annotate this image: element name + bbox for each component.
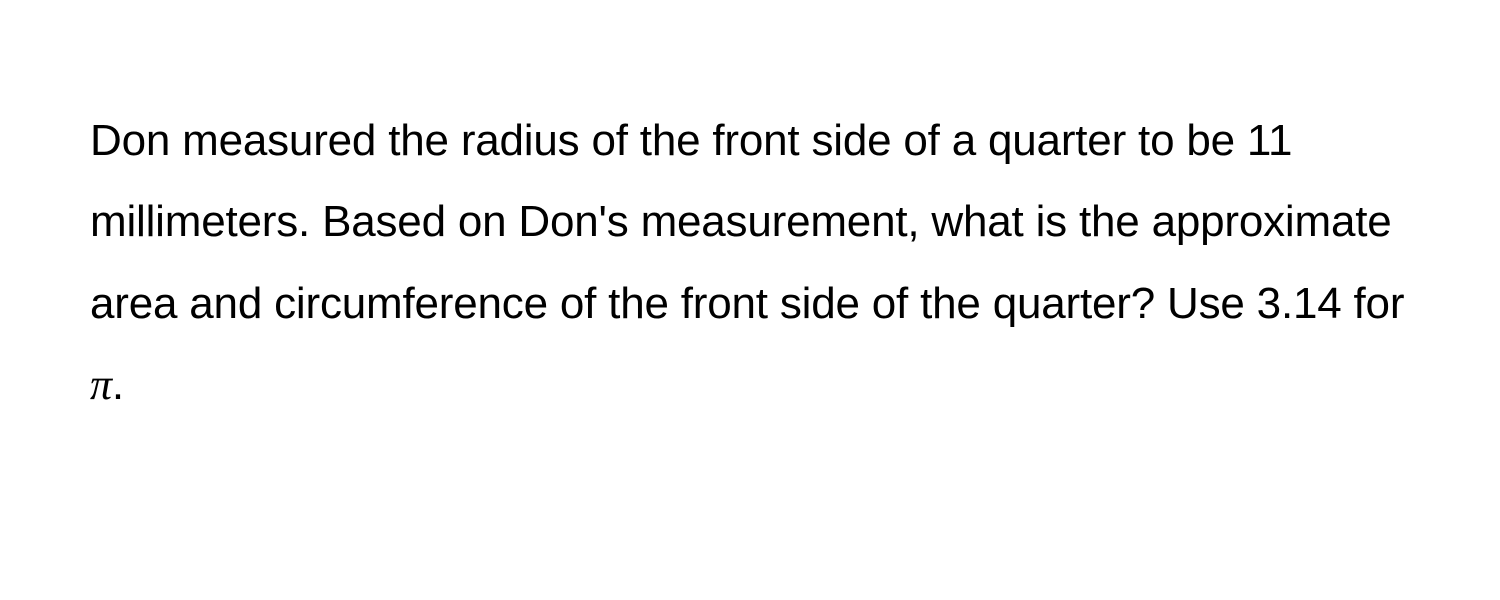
question-body: Don measured the radius of the front sid…	[90, 116, 1404, 328]
math-question-text: Don measured the radius of the front sid…	[90, 100, 1410, 426]
question-end: .	[112, 360, 124, 409]
pi-symbol: π	[90, 360, 112, 409]
